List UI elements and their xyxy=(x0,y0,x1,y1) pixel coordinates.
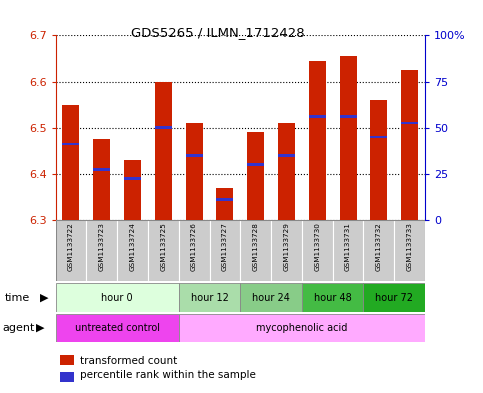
Bar xyxy=(56,314,179,342)
Text: GSM1133729: GSM1133729 xyxy=(284,222,289,271)
Bar xyxy=(60,372,74,382)
Text: GSM1133725: GSM1133725 xyxy=(160,222,166,271)
Bar xyxy=(216,188,233,220)
Bar xyxy=(86,220,117,281)
Bar xyxy=(117,220,148,281)
Bar xyxy=(179,220,210,281)
Bar xyxy=(271,220,302,281)
Text: hour 72: hour 72 xyxy=(375,293,413,303)
Bar xyxy=(185,123,202,220)
Text: agent: agent xyxy=(2,323,35,333)
Bar xyxy=(302,220,333,281)
Bar xyxy=(309,115,326,118)
Bar xyxy=(364,220,394,281)
Bar xyxy=(240,220,271,281)
Text: GSM1133723: GSM1133723 xyxy=(99,222,105,271)
Bar xyxy=(155,126,172,129)
Text: untreated control: untreated control xyxy=(75,323,159,333)
Bar xyxy=(370,100,387,220)
Bar xyxy=(124,160,141,220)
Bar xyxy=(56,283,179,312)
Text: GSM1133731: GSM1133731 xyxy=(345,222,351,271)
Text: GSM1133732: GSM1133732 xyxy=(376,222,382,271)
Bar xyxy=(247,132,264,220)
Text: hour 48: hour 48 xyxy=(314,293,352,303)
Bar xyxy=(179,314,425,342)
Bar xyxy=(56,220,86,281)
Bar xyxy=(155,82,172,220)
Bar xyxy=(340,56,356,220)
Bar xyxy=(278,154,295,157)
Bar xyxy=(210,220,240,281)
Text: GSM1133722: GSM1133722 xyxy=(68,222,74,271)
Bar xyxy=(185,154,202,157)
Bar xyxy=(340,115,356,118)
Text: hour 24: hour 24 xyxy=(252,293,290,303)
Bar xyxy=(302,283,364,312)
Text: hour 12: hour 12 xyxy=(191,293,228,303)
Text: percentile rank within the sample: percentile rank within the sample xyxy=(80,370,256,380)
Text: GSM1133728: GSM1133728 xyxy=(253,222,259,271)
Bar xyxy=(179,283,240,312)
Bar xyxy=(364,283,425,312)
Bar xyxy=(370,136,387,138)
Bar xyxy=(93,139,110,220)
Text: transformed count: transformed count xyxy=(80,356,177,366)
Bar xyxy=(278,123,295,220)
Bar xyxy=(60,355,74,365)
Bar xyxy=(401,122,418,125)
Bar xyxy=(394,220,425,281)
Text: time: time xyxy=(5,292,30,303)
Bar xyxy=(333,220,364,281)
Text: GSM1133724: GSM1133724 xyxy=(129,222,136,271)
Bar xyxy=(124,177,141,180)
Text: mycophenolic acid: mycophenolic acid xyxy=(256,323,348,333)
Text: GSM1133727: GSM1133727 xyxy=(222,222,228,271)
Bar xyxy=(309,61,326,220)
Text: hour 0: hour 0 xyxy=(101,293,133,303)
Bar xyxy=(240,283,302,312)
Bar xyxy=(401,70,418,220)
Text: GSM1133730: GSM1133730 xyxy=(314,222,320,271)
Text: GSM1133733: GSM1133733 xyxy=(407,222,412,271)
Bar xyxy=(62,105,79,220)
Bar xyxy=(216,198,233,201)
Bar xyxy=(93,168,110,171)
Text: ▶: ▶ xyxy=(36,323,45,333)
Bar xyxy=(148,220,179,281)
Text: GSM1133726: GSM1133726 xyxy=(191,222,197,271)
Bar xyxy=(62,143,79,145)
Text: ▶: ▶ xyxy=(40,292,49,303)
Bar xyxy=(247,163,264,166)
Text: GDS5265 / ILMN_1712428: GDS5265 / ILMN_1712428 xyxy=(130,26,304,39)
